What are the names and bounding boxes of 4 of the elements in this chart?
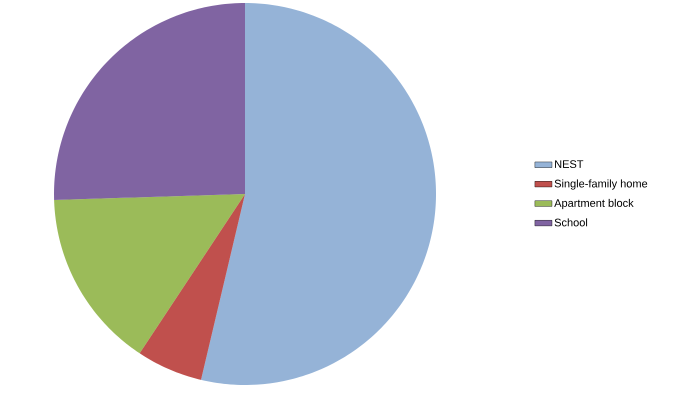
legend-label: Apartment block xyxy=(554,198,634,210)
legend-label: NEST xyxy=(555,160,584,168)
legend-label: Single-family home xyxy=(554,179,648,190)
legend-label: School xyxy=(554,218,588,226)
